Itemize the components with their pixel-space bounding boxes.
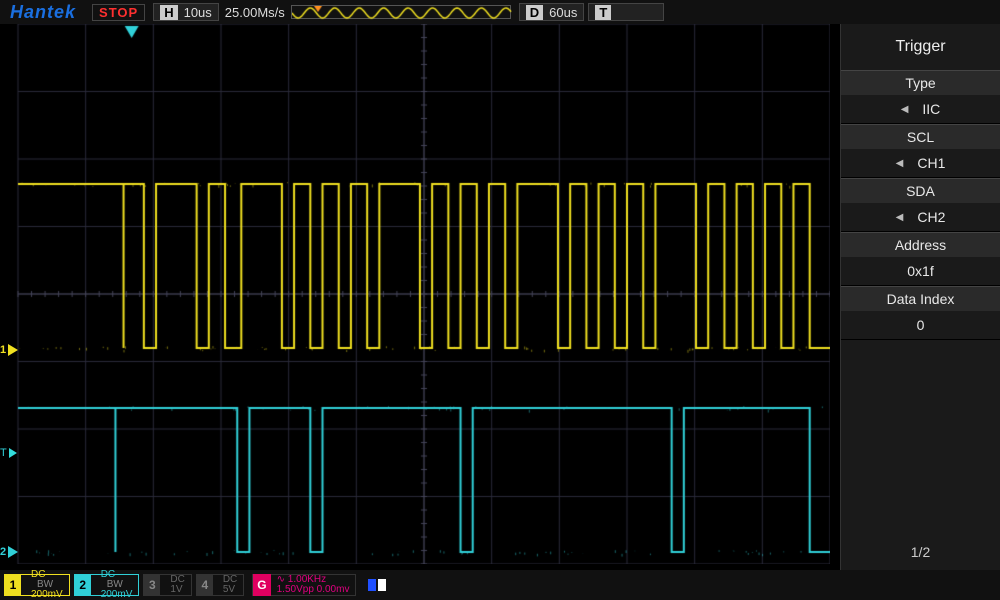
timebase-value: 10us (184, 5, 212, 20)
channel-4-block[interactable]: 4DC5V (196, 574, 244, 596)
menu-item-data-index[interactable]: Data Index0 (841, 286, 1000, 340)
generator-block[interactable]: G ∿ 1.00KHz 1.50Vpp 0.00mv (252, 574, 356, 596)
menu-item-label: Type (841, 71, 1000, 95)
timebase-label: H (160, 5, 177, 20)
side-menu-page[interactable]: 1/2 (841, 534, 1000, 570)
chevron-left-icon: ◀ (896, 158, 904, 169)
menu-item-address[interactable]: Address0x1f (841, 232, 1000, 286)
menu-item-label: Address (841, 233, 1000, 257)
menu-item-label: SDA (841, 179, 1000, 203)
run-status: STOP (92, 4, 145, 21)
top-bar: Hantek STOP H 10us 25.00Ms/s D 60us T (0, 0, 1000, 24)
trigger-level-marker[interactable]: T (0, 447, 17, 459)
side-menu-title: Trigger (841, 24, 1000, 70)
menu-item-value[interactable]: 0 (841, 311, 1000, 339)
timebase-readout[interactable]: H 10us (153, 3, 219, 21)
delay-readout[interactable]: D 60us (519, 3, 585, 21)
delay-label: D (526, 5, 543, 20)
brand-logo: Hantek (0, 2, 86, 23)
menu-item-value[interactable]: ◀CH1 (841, 149, 1000, 177)
menu-item-scl[interactable]: SCL◀CH1 (841, 124, 1000, 178)
menu-item-type[interactable]: Type◀IIC (841, 70, 1000, 124)
generator-label: G (253, 574, 270, 596)
channel-1-badge: 1 (5, 574, 21, 596)
sample-rate: 25.00Ms/s (225, 5, 285, 20)
delay-value: 60us (549, 5, 577, 20)
trigger-label: T (595, 5, 611, 20)
channel-4-badge: 4 (197, 574, 213, 596)
channel-2-block[interactable]: 2DCBW200mV (74, 574, 140, 596)
generator-vpp: 1.50Vpp 0.00mv (277, 585, 350, 595)
waveform-display[interactable]: 1 2 T (0, 24, 840, 570)
menu-item-label: SCL (841, 125, 1000, 149)
channel-2-badge: 2 (75, 574, 91, 596)
menu-item-label: Data Index (841, 287, 1000, 311)
status-indicator-icon (368, 579, 386, 591)
menu-item-value[interactable]: 0x1f (841, 257, 1000, 285)
bottom-bar: 1DCBW200mV2DCBW200mV3DC1V4DC5V G ∿ 1.00K… (0, 570, 1000, 600)
ch1-ground-marker[interactable]: 1 (0, 344, 18, 356)
channel-3-badge: 3 (144, 574, 160, 596)
channel-1-block[interactable]: 1DCBW200mV (4, 574, 70, 596)
chevron-left-icon: ◀ (896, 212, 904, 223)
menu-item-value[interactable]: ◀IIC (841, 95, 1000, 123)
menu-item-sda[interactable]: SDA◀CH2 (841, 178, 1000, 232)
side-menu: Trigger Type◀IICSCL◀CH1SDA◀CH2Address0x1… (840, 24, 1000, 570)
waveform-preview (291, 5, 511, 19)
trigger-readout[interactable]: T (588, 3, 664, 21)
channel-3-block[interactable]: 3DC1V (143, 574, 191, 596)
menu-item-value[interactable]: ◀CH2 (841, 203, 1000, 231)
chevron-left-icon: ◀ (901, 104, 909, 115)
ch2-ground-marker[interactable]: 2 (0, 546, 18, 558)
